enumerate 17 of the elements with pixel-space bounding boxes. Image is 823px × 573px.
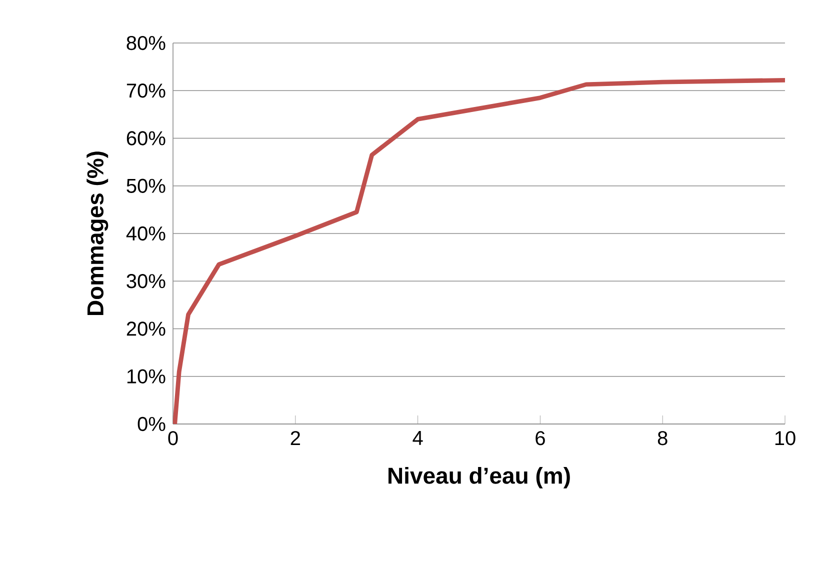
y-tick-label: 50% xyxy=(126,178,166,193)
x-tick-label: 10 xyxy=(775,431,796,446)
x-tick-label: 2 xyxy=(290,431,300,446)
y-tick-label: 10% xyxy=(127,369,166,384)
y-tick-label: 60% xyxy=(126,131,166,146)
x-tick-label: 0 xyxy=(168,431,178,446)
y-tick-label: 80% xyxy=(126,36,166,50)
y-tick-label: 40% xyxy=(126,226,166,241)
x-tick-label: 6 xyxy=(536,431,545,446)
y-tick-label: 0% xyxy=(138,416,166,432)
y-tick-label: 20% xyxy=(126,322,166,336)
y-tick-label: 70% xyxy=(126,84,166,98)
x-tick-label: 4 xyxy=(412,431,423,445)
x-axis-title: Niveau d’eau (m) xyxy=(388,466,570,488)
y-axis-title: Dommages (%) xyxy=(86,152,108,316)
x-tick-label: 8 xyxy=(658,431,668,446)
y-tick-label: 30% xyxy=(126,274,166,288)
